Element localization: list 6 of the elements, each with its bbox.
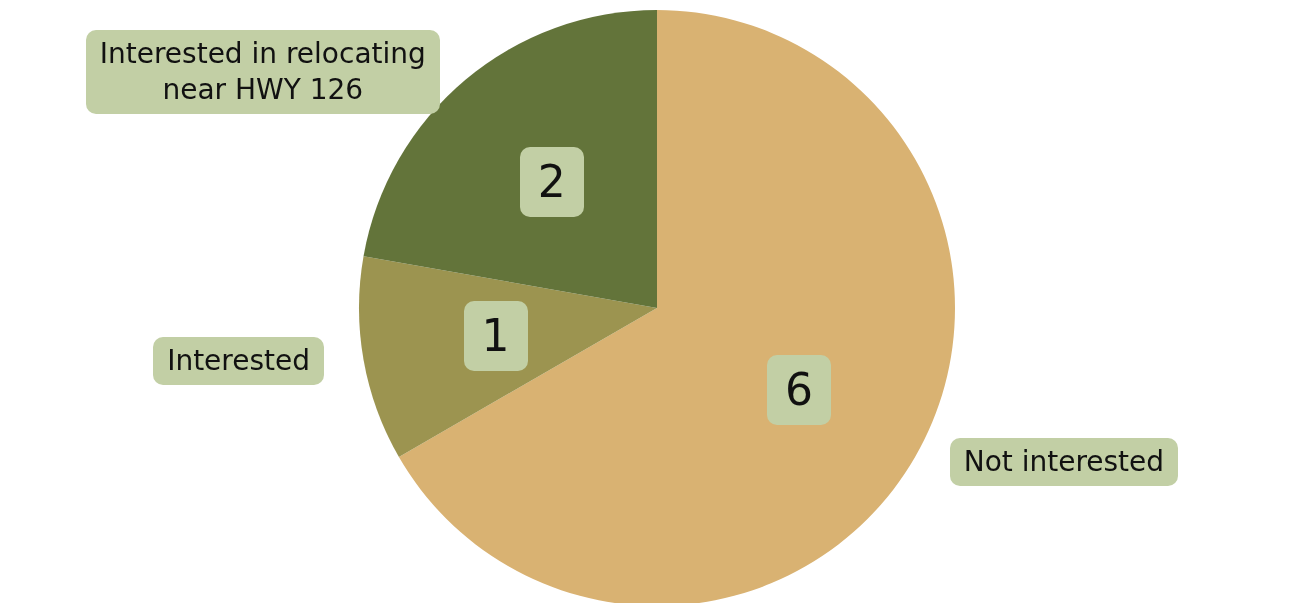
slice-label: Interested in relocating near HWY 126 [85, 30, 440, 115]
slice-label: Not interested [949, 438, 1179, 486]
slice-label: Interested [153, 337, 325, 386]
data-label: 2 [519, 147, 584, 218]
data-label: 1 [463, 301, 528, 372]
data-label: 6 [766, 354, 831, 425]
